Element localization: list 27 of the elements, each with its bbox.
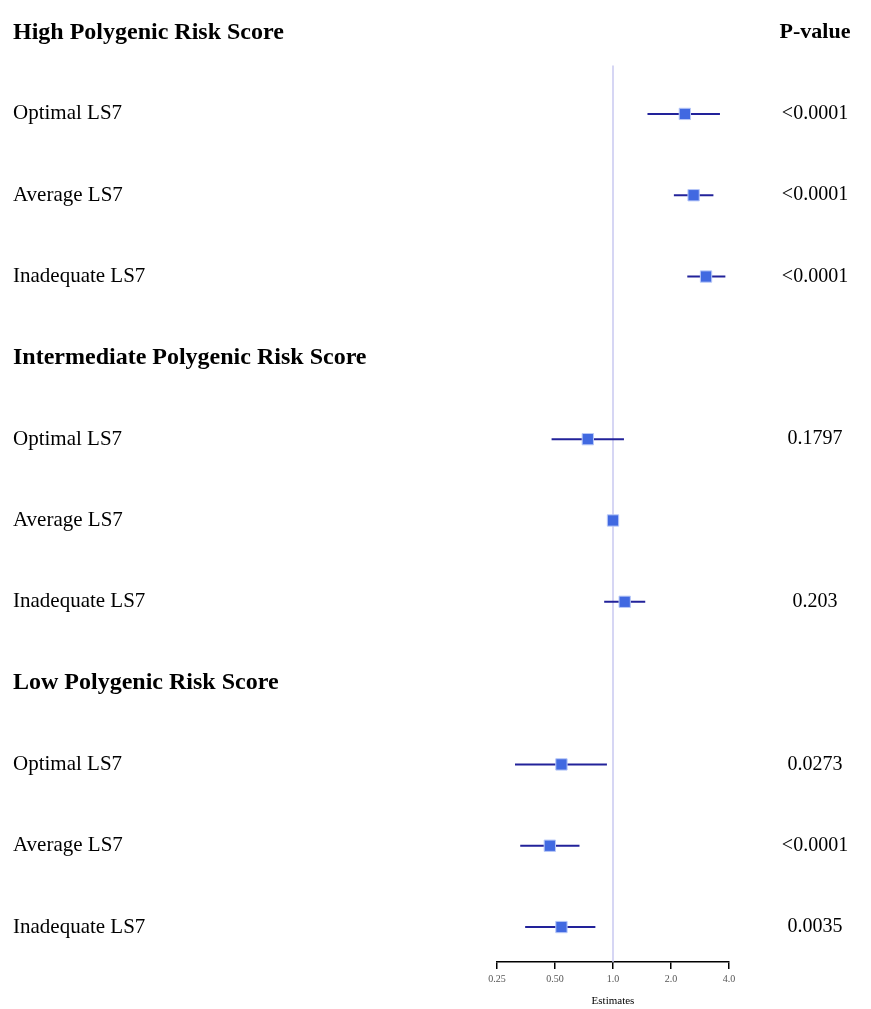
y2-tick-label: 0.1797: [787, 426, 843, 449]
x-tick-label: 0.50: [546, 972, 564, 984]
x-tick-label: 0.25: [488, 972, 506, 984]
y-tick-label: Optimal LS7: [13, 100, 123, 125]
y-tick-label: Low Polygenic Risk Score: [13, 668, 279, 695]
y-tick-label: Inadequate LS7: [13, 913, 146, 938]
y2-tick-label: <0.0001: [781, 182, 849, 205]
y2-tick-label: <0.0001: [781, 101, 849, 124]
x-tick-label: 2.0: [664, 972, 678, 984]
y2-axis-title: P-value: [779, 18, 851, 44]
y2-tick-label: <0.0001: [781, 263, 849, 286]
y2-tick-label: 0.0273: [787, 751, 843, 774]
y-tick-label: High Polygenic Risk Score: [13, 17, 285, 44]
y-tick-label: Average LS7: [13, 832, 123, 857]
y2-tick-label: 0.203: [792, 589, 838, 612]
y-tick-label: Average LS7: [13, 181, 123, 206]
y-tick-label: Inadequate LS7: [13, 263, 146, 288]
y-tick-label: Optimal LS7: [13, 425, 123, 450]
y-tick-label: Inadequate LS7: [13, 588, 146, 613]
y-tick-label: Optimal LS7: [13, 750, 123, 775]
y2-tick-label: <0.0001: [781, 832, 849, 855]
y2-tick-label: 0.0035: [787, 914, 843, 937]
x-tick-label: 4.0: [722, 972, 736, 984]
y-tick-label: Average LS7: [13, 506, 123, 531]
x-axis-title: Estimates: [591, 993, 635, 1006]
y-tick-label: Intermediate Polygenic Risk Score: [13, 343, 367, 370]
x-tick-label: 1.0: [606, 972, 620, 984]
